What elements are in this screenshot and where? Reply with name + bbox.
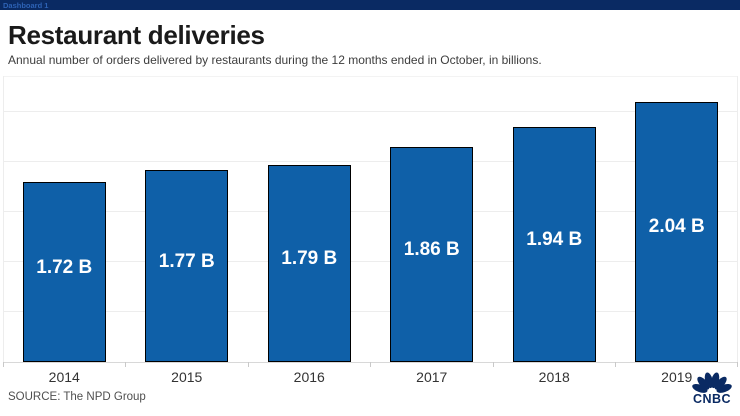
bar-value-label-2019: 2.04 B	[648, 215, 705, 237]
x-axis-label-2019: 2019	[661, 369, 693, 385]
axis-tick	[3, 362, 4, 367]
axis-tick	[615, 362, 616, 367]
source-note: SOURCE: The NPD Group	[8, 391, 146, 403]
bar-2019[interactable]: 2.04 B	[635, 102, 719, 362]
x-axis-label-2018: 2018	[538, 369, 570, 385]
cnbc-peacock-icon	[692, 372, 732, 393]
bar-value-label-2014: 1.72 B	[36, 257, 93, 279]
x-axis-label-2015: 2015	[171, 369, 203, 385]
cnbc-logo: CNBC	[689, 369, 735, 406]
x-axis-label-2017: 2017	[416, 369, 448, 385]
bar-value-label-2015: 1.77 B	[158, 250, 215, 272]
chart-subtitle: Annual number of orders delivered by res…	[8, 53, 542, 67]
bar-value-label-2016: 1.79 B	[281, 248, 338, 270]
axis-tick	[247, 362, 249, 367]
bar-chart-plot-area: 1.72 B 1.77 B 1.79 B 1.86 B 1.94 B 2.04 B 2014…	[3, 76, 738, 385]
bar-2014[interactable]: 1.72 B	[22, 182, 106, 362]
bar-2017[interactable]: 1.86 B	[390, 147, 474, 362]
axis-tick	[737, 362, 738, 367]
gridline	[4, 161, 737, 162]
bar-2018[interactable]: 1.94 B	[512, 127, 596, 362]
bar-2015[interactable]: 1.77 B	[145, 169, 229, 362]
bar-value-label-2017: 1.86 B	[403, 239, 460, 261]
cnbc-logo-text: CNBC	[692, 392, 732, 406]
axis-tick	[492, 362, 494, 367]
axis-tick	[370, 362, 371, 367]
gridline	[4, 111, 737, 112]
page-title: Restaurant deliveries	[8, 20, 265, 50]
bar-value-label-2018: 1.94 B	[526, 228, 583, 250]
dashboard-titlebar: Dashboard 1	[0, 0, 740, 10]
x-axis-label-2016: 2016	[293, 369, 325, 385]
bar-2016[interactable]: 1.79 B	[267, 164, 351, 362]
gridline	[4, 211, 737, 212]
axis-tick	[125, 362, 126, 367]
x-axis-label-2014: 2014	[48, 369, 80, 385]
gridline	[4, 261, 737, 262]
dashboard-tab-label[interactable]: Dashboard 1	[3, 0, 49, 10]
gridline	[4, 311, 737, 312]
